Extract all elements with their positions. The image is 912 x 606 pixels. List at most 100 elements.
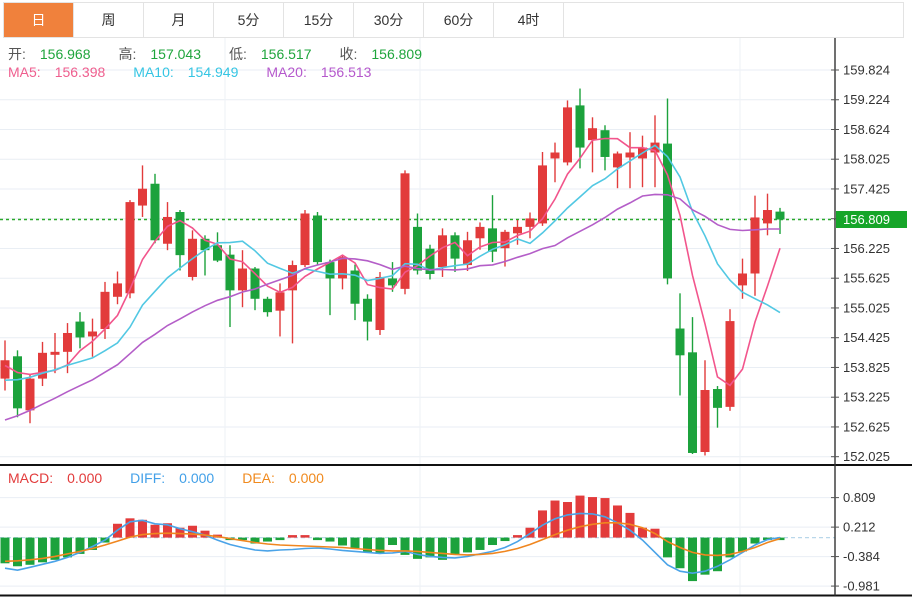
macd-bar-negative bbox=[275, 537, 285, 541]
tabbar-filler bbox=[564, 3, 903, 37]
candle-body-down bbox=[575, 105, 585, 148]
macd-bar-negative bbox=[400, 537, 410, 555]
candle-body-up bbox=[113, 283, 122, 297]
candle-body-down bbox=[600, 130, 610, 157]
candle-body-up bbox=[613, 153, 622, 168]
macd-bar-negative bbox=[688, 537, 697, 582]
candle-body-down bbox=[250, 268, 260, 299]
price-axis-label: 159.824 bbox=[843, 63, 890, 78]
candle-body-up bbox=[738, 273, 747, 286]
candle-body-down bbox=[713, 389, 722, 408]
macd-bar-negative bbox=[363, 537, 372, 552]
price-axis-label: 155.025 bbox=[843, 300, 890, 315]
candle-body-down bbox=[13, 356, 22, 409]
candle-body-down bbox=[175, 212, 185, 256]
candle-body-up bbox=[750, 217, 760, 274]
candle-body-up bbox=[700, 390, 710, 452]
candle-body-down bbox=[325, 262, 335, 279]
candle-body-up bbox=[138, 188, 147, 206]
price-axis-label: 154.425 bbox=[843, 330, 890, 345]
macd-bar-negative bbox=[63, 537, 72, 558]
candle-body-up bbox=[650, 142, 660, 153]
macd-bar-positive bbox=[175, 527, 185, 538]
candle-body-up bbox=[625, 152, 635, 158]
macd-bar-negative bbox=[463, 537, 472, 553]
macd-bar-negative bbox=[700, 537, 710, 575]
macd-bar-positive bbox=[538, 510, 547, 538]
axis-labels: 159.824 159.224 158.624 158.025 157.425 156.2… bbox=[831, 63, 890, 594]
price-axis-label: 153.825 bbox=[843, 360, 890, 375]
macd-bar-negative bbox=[488, 537, 497, 546]
macd-bar-positive bbox=[138, 519, 147, 538]
period-tabbar: 日周月 5分 15分 30分 60分 4时 bbox=[3, 2, 904, 38]
candle-body-down bbox=[213, 245, 222, 261]
ma20-line bbox=[4, 193, 780, 421]
tab-30分[interactable]: 30分 bbox=[354, 3, 424, 37]
macd-bar-positive bbox=[588, 497, 597, 538]
tab-日[interactable]: 日 bbox=[4, 3, 74, 37]
candle-body-down bbox=[450, 235, 460, 259]
candle-body-up bbox=[763, 210, 772, 224]
tab-15分[interactable]: 15分 bbox=[284, 3, 354, 37]
macd-bar-negative bbox=[475, 537, 485, 550]
candle-body-up bbox=[88, 331, 97, 337]
candle-body-up bbox=[438, 235, 447, 268]
candle-body-up bbox=[0, 360, 10, 379]
price-axis-label: 159.224 bbox=[843, 92, 890, 107]
tab-4时[interactable]: 4时 bbox=[494, 3, 564, 37]
macd-bar-negative bbox=[263, 537, 272, 542]
candle-body-up bbox=[238, 268, 247, 291]
macd-bar-negative bbox=[0, 537, 10, 564]
macd-histogram bbox=[0, 495, 785, 582]
candle-body-up bbox=[538, 165, 547, 224]
candle-body-down bbox=[350, 270, 360, 304]
macd-bar-positive bbox=[150, 524, 160, 538]
candle-body-up bbox=[288, 265, 297, 291]
candle-body-up bbox=[400, 173, 410, 289]
macd-bar-negative bbox=[438, 537, 447, 560]
candle-body-up bbox=[725, 321, 735, 407]
candle-body-up bbox=[525, 218, 535, 227]
candle-body-down bbox=[388, 278, 397, 286]
price-axis-label: 155.625 bbox=[843, 271, 890, 286]
candle-body-down bbox=[688, 352, 697, 453]
macd-bar-negative bbox=[88, 537, 97, 550]
macd-bar-positive bbox=[625, 512, 635, 538]
candle-body-down bbox=[200, 238, 210, 251]
candle-body-up bbox=[563, 107, 572, 163]
macd-bar-negative bbox=[325, 537, 335, 542]
candle-body-up bbox=[300, 213, 310, 266]
macd-bar-negative bbox=[50, 537, 60, 560]
macd-bar-negative bbox=[750, 537, 760, 544]
candle-body-up bbox=[475, 226, 485, 239]
macd-axis-label: 0.809 bbox=[843, 490, 876, 505]
candle-body-down bbox=[263, 298, 272, 313]
tab-月[interactable]: 月 bbox=[144, 3, 214, 37]
candle-body-up bbox=[50, 351, 60, 355]
macd-bar-negative bbox=[675, 537, 685, 569]
candle-body-down bbox=[425, 248, 435, 274]
price-axis-label: 158.025 bbox=[843, 152, 890, 167]
candle-body-up bbox=[25, 378, 35, 411]
macd-bar-negative bbox=[388, 537, 397, 546]
price-axis-label: 153.225 bbox=[843, 390, 890, 405]
price-axis-label: 152.625 bbox=[843, 419, 890, 434]
macd-bar-positive bbox=[200, 530, 210, 538]
price-axis-label: 152.025 bbox=[843, 449, 890, 464]
macd-bar-negative bbox=[38, 537, 47, 563]
candle-body-up bbox=[100, 291, 110, 330]
tab-60分[interactable]: 60分 bbox=[424, 3, 494, 37]
candle-body-up bbox=[550, 152, 560, 159]
macd-bar-negative bbox=[75, 537, 85, 554]
price-axis-label: 156.225 bbox=[843, 241, 890, 256]
macd-bar-positive bbox=[638, 527, 647, 538]
macd-bar-negative bbox=[350, 537, 360, 548]
macd-bar-negative bbox=[738, 537, 747, 552]
tab-周[interactable]: 周 bbox=[74, 3, 144, 37]
macd-bar-positive bbox=[300, 535, 310, 538]
candle-body-down bbox=[363, 298, 372, 322]
ma5-line bbox=[4, 137, 781, 387]
tab-5分[interactable]: 5分 bbox=[214, 3, 284, 37]
